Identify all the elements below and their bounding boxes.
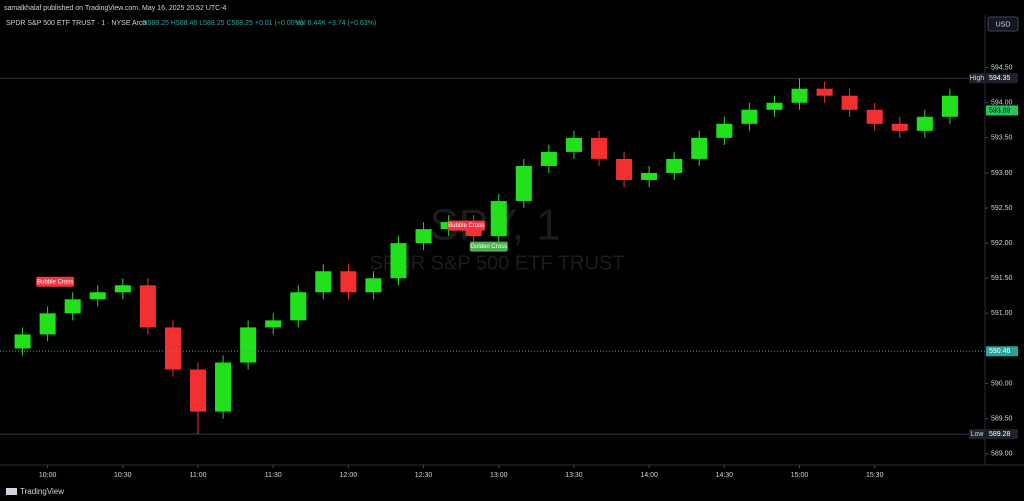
candle-body [189,369,207,412]
candle-body [515,165,532,202]
candle-body [164,327,181,370]
candle-body [691,137,708,159]
candle-body [891,123,908,131]
price-line-tag [969,429,985,440]
candle-body [641,172,658,180]
candle-body [716,123,733,138]
x-tick-label: 10:30 [114,472,132,479]
annotation-text: Bubble Cross [37,279,73,285]
currency[interactable]: USD [996,21,1011,28]
candle-body [791,88,808,103]
candle-body [916,116,933,131]
price-line-name: High [970,75,985,82]
price-line-box [986,429,1018,440]
y-tick-label: 593.00 [991,170,1013,177]
x-tick-label: 12:30 [415,472,433,479]
ma-value-label: 593.89 [989,107,1011,114]
last-price-label: 590.46 [989,348,1011,355]
y-tick-label: 594.00 [991,100,1013,107]
annotation-box [469,241,508,252]
price-line-tag [969,73,985,84]
candle-body [741,109,758,124]
candle-body [666,158,683,173]
candle-body [591,137,608,159]
x-tick-label: 15:00 [791,472,809,479]
candle-body [315,271,332,293]
candle-body [114,285,131,293]
annotation-text: Bubble Cross [448,223,484,229]
candle-body [340,271,357,293]
y-tick-label: 592.00 [991,240,1013,247]
x-tick-label: 11:30 [265,472,282,479]
footer-logo [6,488,17,495]
candle-body [240,327,257,363]
currency-button[interactable] [987,16,1019,32]
x-tick-label: 10:00 [39,472,57,479]
candle-body [265,320,282,328]
candle-body [490,201,507,237]
ohlc-info: O588.25 H588.48 L588.25 C588.25 +0.01 (+… [142,20,303,27]
x-tick-label: 14:00 [640,472,658,479]
y-tick-label: 589.50 [991,416,1013,423]
candle-body [766,102,783,110]
y-tick-label: 592.50 [991,205,1013,212]
y-tick-label: 594.50 [991,64,1013,71]
x-tick-label: 15:30 [866,472,884,479]
x-tick-label: 11:00 [190,472,207,479]
candle-body [540,151,557,166]
candle-body [139,285,156,328]
last-price-box [986,346,1018,357]
candle-body [565,137,582,152]
candle-body [89,292,106,300]
annotation-box [36,276,75,287]
x-tick-label: 12:00 [340,472,358,479]
published-note: samalkhalaf published on TradingView.com… [4,5,227,12]
candle-body [415,229,432,244]
y-tick-label: 589.00 [991,451,1013,458]
x-tick-label: 14:30 [716,472,734,479]
footer-brand: TradingView [20,487,64,496]
ma-value-box [986,105,1018,116]
y-tick-label: 590.00 [991,380,1013,387]
watermark-name: SPDR S&P 500 ETF TRUST [370,252,625,274]
y-tick-label: 591.50 [991,275,1013,282]
annotation-text: Golden Cross [470,244,507,250]
price-line-value: 589.28 [989,431,1011,438]
volume-info: Vol 6.44K +3.74 (+0.63%) [296,20,376,27]
x-tick-label: 13:00 [490,472,508,479]
candle-body [215,362,232,412]
candle-body [290,292,307,321]
candle-body [64,299,81,314]
price-line-box [986,73,1018,84]
price-line-name: Low [971,431,985,438]
price-line-value: 594.35 [989,75,1011,82]
candle-body [39,313,56,335]
candle-body [616,158,633,180]
x-tick-label: 13:30 [565,472,583,479]
candle-body [816,88,833,96]
candle-body [866,109,883,124]
candle-body [390,243,407,279]
candle-body [841,95,858,110]
y-tick-label: 593.50 [991,135,1013,142]
candle-body [365,278,382,293]
symbol-info: SPDR S&P 500 ETF TRUST · 1 · NYSE Arca [6,20,147,27]
candle-body [14,334,31,349]
annotation-box [447,220,486,231]
candle-body [941,95,958,117]
y-tick-label: 591.00 [991,310,1013,317]
